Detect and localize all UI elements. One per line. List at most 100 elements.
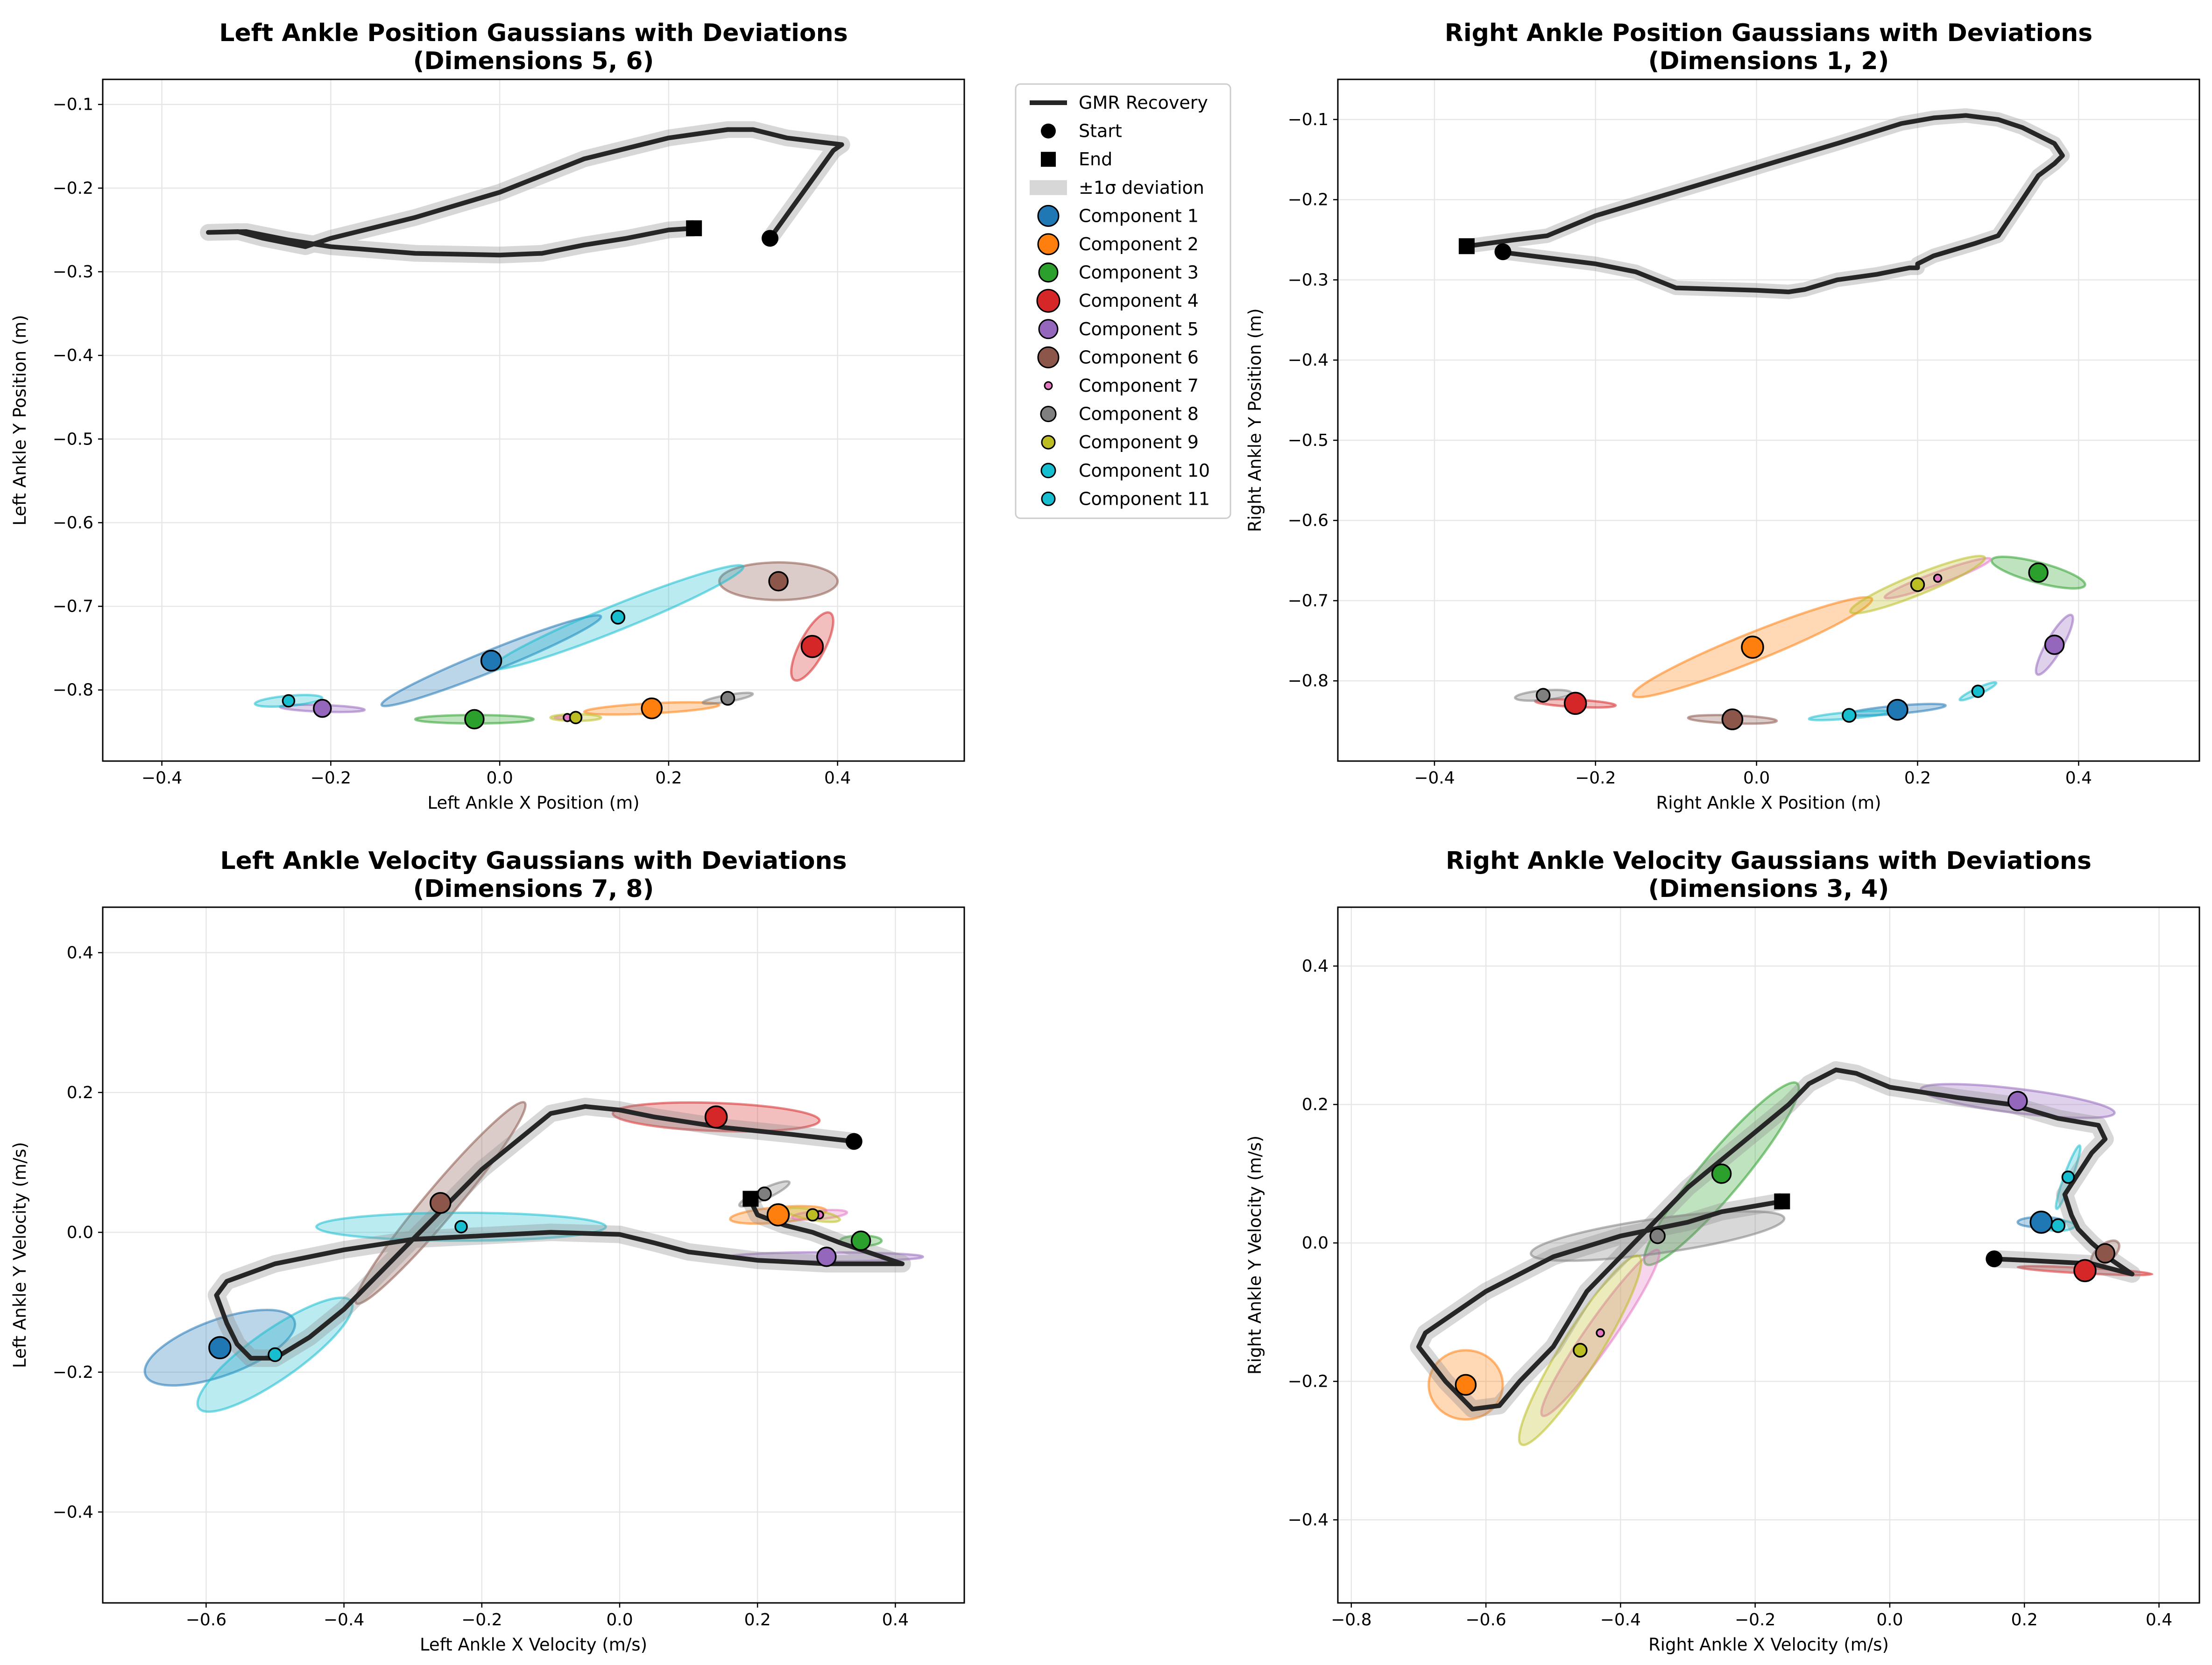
component-mean-4	[1563, 691, 1587, 715]
y-tick-label: −0.4	[1288, 351, 1329, 370]
component-mean-6	[768, 571, 789, 592]
y-tick-label: −0.3	[53, 262, 93, 282]
x-tick-label: −0.8	[1331, 1610, 1371, 1630]
component-mean-4	[704, 1105, 728, 1129]
x-tick-label: 0.0	[606, 1610, 633, 1630]
chart-panel-3: −0.6 −0.4 −0.2 0.0 0.2 0.4 −0.4 −0.2 0.0 0.2 0.4 Le…	[10, 847, 965, 1655]
legend: GMR Recovery Start End ±1σ deviation Compone…	[1015, 83, 1231, 519]
x-tick-label: −0.2	[461, 1610, 502, 1630]
legend-entry-label: Component 8	[1079, 404, 1199, 424]
y-tick-label: −0.1	[1288, 110, 1329, 129]
component-mean-8	[1649, 1228, 1666, 1244]
y-tick-label: −0.6	[53, 513, 93, 532]
component-mean-1	[208, 1336, 232, 1360]
start-marker	[761, 230, 778, 247]
legend-component-swatch	[1037, 233, 1060, 255]
legend-entry-label: Component 1	[1079, 205, 1199, 226]
component-mean-7	[1596, 1328, 1605, 1338]
y-tick-label: −0.5	[53, 430, 93, 449]
x-tick-label: 0.2	[1904, 769, 1931, 788]
x-axis-label: Right Ankle X Position (m)	[1656, 793, 1881, 813]
component-mean-9	[1573, 1343, 1588, 1358]
component-mean-5	[313, 698, 332, 718]
end-marker	[686, 220, 702, 236]
x-tick-label: 0.0	[1743, 769, 1770, 788]
x-tick-label: −0.4	[324, 1610, 364, 1630]
y-tick-label: 0.2	[1302, 1095, 1329, 1115]
component-mean-10	[2050, 1218, 2066, 1233]
legend-entry-label: Component 4	[1079, 290, 1199, 311]
legend-component-swatch	[1037, 346, 1060, 368]
y-tick-label: −0.1	[53, 95, 93, 114]
component-mean-5	[2007, 1091, 2028, 1111]
component-mean-10	[1842, 708, 1857, 723]
axes-frame	[1337, 906, 2200, 1604]
x-tick-label: −0.4	[1600, 1610, 1641, 1630]
component-mean-6	[1721, 708, 1744, 730]
x-tick-label: 0.4	[882, 1610, 909, 1630]
axes-frame	[1337, 78, 2200, 762]
legend-component-swatch	[1040, 406, 1057, 423]
plot-area	[1458, 108, 2086, 730]
axes-frame	[102, 906, 965, 1604]
y-tick-label: −0.8	[1288, 671, 1329, 691]
component-mean-9	[569, 711, 583, 725]
x-tick-label: 0.4	[824, 769, 851, 788]
chart-subtitle: (Dimensions 1, 2)	[1648, 47, 1889, 75]
component-mean-6	[2095, 1243, 2115, 1264]
y-tick-label: −0.2	[1288, 1372, 1329, 1391]
gmr-recovery-line	[1416, 1067, 2134, 1411]
legend-entry-label: ±1σ deviation	[1079, 177, 1204, 198]
legend-entry-label: End	[1079, 149, 1112, 169]
legend-component-swatch	[1041, 491, 1056, 506]
y-axis-label: Right Ankle Y Position (m)	[1245, 308, 1265, 532]
component-mean-4	[2073, 1259, 2097, 1283]
legend-entry-label: Component 2	[1079, 234, 1199, 254]
legend-component-swatch	[1038, 262, 1059, 283]
component-mean-9	[1910, 577, 1925, 592]
chart-panel-4: −0.8 −0.6 −0.4 −0.2 0.0 0.2 0.4 −0.4 −0.2 0.0 0.2 0…	[1245, 847, 2200, 1655]
legend-component-swatch	[1044, 381, 1053, 390]
chart-title: Left Ankle Velocity Gaussians with Devia…	[220, 847, 847, 875]
x-tick-label: −0.2	[1735, 1610, 1775, 1630]
legend-entry-label: Component 9	[1079, 432, 1199, 452]
axes-frame	[102, 78, 965, 762]
x-axis-label: Right Ankle X Velocity (m/s)	[1648, 1635, 1889, 1655]
legend-component-swatch	[1037, 205, 1060, 227]
deviation-band	[1465, 108, 2070, 299]
end-marker	[1458, 238, 1475, 254]
legend-entry-label: Component 10	[1079, 460, 1210, 481]
deviation-band	[1410, 1061, 2141, 1418]
component-mean-11	[2061, 1170, 2075, 1184]
legend-start-swatch	[1041, 123, 1056, 139]
y-tick-label: 0.4	[67, 943, 93, 962]
component-mean-9	[806, 1208, 820, 1222]
component-mean-3	[464, 709, 485, 730]
component-mean-8	[757, 1186, 772, 1201]
end-marker	[1774, 1193, 1790, 1210]
gmr-recovery-line	[206, 127, 844, 258]
component-mean-5	[816, 1246, 837, 1267]
x-tick-label: −0.4	[1414, 769, 1455, 788]
y-tick-label: −0.2	[53, 179, 93, 198]
component-mean-10	[268, 1347, 283, 1362]
y-tick-label: −0.6	[1288, 511, 1329, 530]
component-mean-1	[2029, 1210, 2053, 1234]
x-tick-label: −0.2	[311, 769, 351, 788]
legend-end-swatch	[1041, 152, 1056, 167]
component-mean-3	[850, 1230, 871, 1251]
x-axis-label: Left Ankle X Position (m)	[427, 793, 639, 813]
plot-area	[200, 121, 850, 730]
component-mean-11	[282, 694, 296, 708]
x-tick-label: 0.2	[2011, 1610, 2038, 1630]
start-marker	[845, 1133, 862, 1150]
component-mean-4	[800, 635, 824, 658]
chart-title: Right Ankle Velocity Gaussians with Devi…	[1446, 847, 2092, 875]
legend-component-swatch	[1040, 463, 1056, 479]
x-axis-label: Left Ankle X Velocity (m/s)	[420, 1635, 647, 1655]
legend-band-swatch	[1030, 180, 1067, 195]
y-axis-label: Left Ankle Y Velocity (m/s)	[10, 1142, 30, 1368]
legend-component-swatch	[1041, 435, 1056, 450]
y-tick-label: −0.4	[53, 346, 93, 365]
component-mean-6	[429, 1192, 452, 1214]
